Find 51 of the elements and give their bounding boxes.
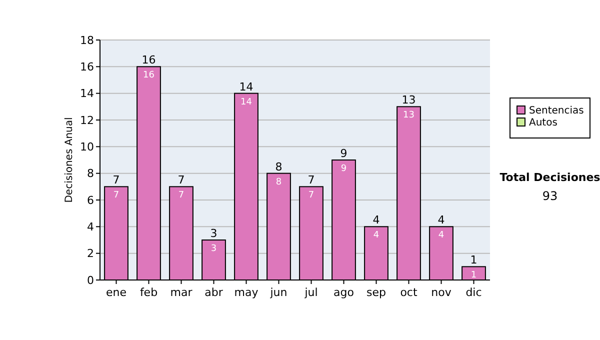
text: 93 [542,189,558,203]
data-label: 1 [470,270,477,281]
y-tick-label: 8 [87,167,94,180]
text: Total Decisiones [500,171,600,184]
total-label: 3 [210,227,218,240]
x-tick-label: nov [431,286,452,299]
y-tick-label: 16 [80,60,94,74]
x-tick-label: mar [170,286,193,299]
data-label: 7 [113,190,120,201]
x-tick-label: oct [400,286,418,299]
total-label: 13 [402,94,416,107]
total-label: 9 [340,147,348,160]
total-label: 16 [142,54,156,67]
y-tick-label: 18 [80,34,94,47]
data-label: 3 [210,244,217,254]
y-tick-label: 2 [87,247,94,260]
total-label: 4 [438,214,445,227]
total-label: 7 [112,174,120,187]
data-label: 7 [308,190,314,201]
total-label: 7 [178,174,185,187]
x-tick-label: ene [106,286,127,299]
x-tick-label: sep [366,286,386,299]
x-tick-label: abr [204,286,224,299]
data-label: 9 [340,164,347,174]
total-label: 4 [372,214,380,227]
data-label: 4 [373,230,380,241]
x-tick-label: jul [304,286,318,299]
y-tick-label: 0 [87,274,94,287]
x-tick-label: dic [466,286,482,299]
y-tick-label: 10 [80,140,94,154]
x-tick-label: feb [140,286,158,299]
total-label: 7 [308,174,315,187]
x-tick-label: may [234,286,259,299]
total-label: 1 [470,254,478,267]
x-tick-label: ago [334,286,354,299]
legend-label: Sentencias [529,106,584,116]
total-label: 14 [239,80,254,94]
total-label: 8 [275,160,282,174]
y-axis-title: Decisiones Anual [64,117,75,203]
y-tick-label: 14 [80,87,94,100]
legend-label: Autos [529,118,558,128]
y-tick-label: 4 [87,220,94,234]
data-label: 8 [276,177,282,188]
data-label: 13 [403,110,414,121]
data-label: 4 [438,230,444,241]
x-tick-label: jun [269,286,288,299]
data-label: 16 [143,70,155,81]
data-label: 7 [178,190,184,201]
y-tick-label: 6 [87,194,94,207]
data-label: 14 [240,97,252,108]
y-tick-label: 12 [80,114,94,127]
